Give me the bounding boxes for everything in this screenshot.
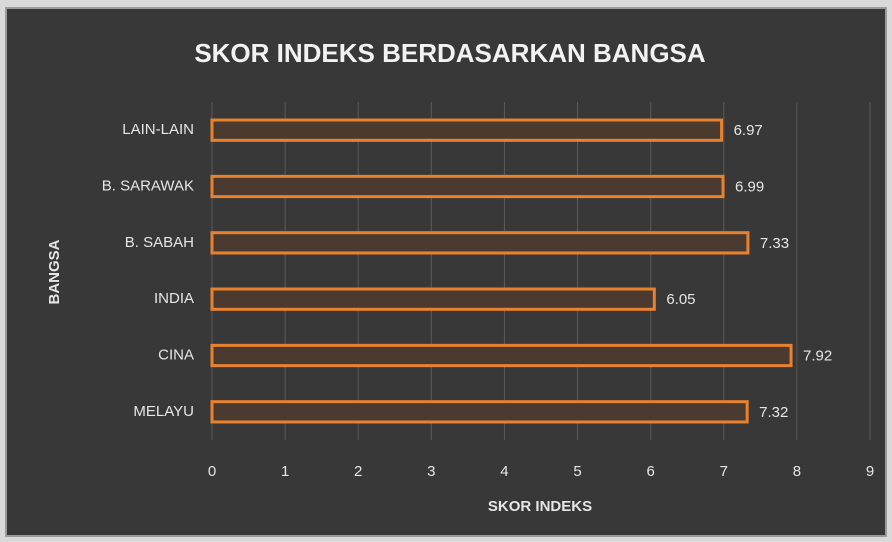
chart-background <box>5 7 887 537</box>
data-label: 7.92 <box>803 347 832 364</box>
bar <box>210 174 725 199</box>
bar <box>210 118 724 142</box>
y-tick-label: INDIA <box>154 290 194 307</box>
x-tick-label: 4 <box>500 463 508 480</box>
data-label: 7.33 <box>760 235 789 252</box>
x-tick-label: 3 <box>427 463 435 480</box>
x-tick-label: 5 <box>573 463 581 480</box>
data-label: 6.97 <box>734 122 763 139</box>
data-label: 7.32 <box>759 404 788 421</box>
y-tick-label: B. SABAH <box>125 234 194 251</box>
bar <box>210 400 749 424</box>
bar <box>210 343 793 368</box>
y-axis-label: BANGSA <box>46 239 63 304</box>
y-tick-label: CINA <box>158 346 194 363</box>
x-tick-label: 9 <box>866 463 874 480</box>
data-label: 6.99 <box>735 178 764 195</box>
x-tick-label: 8 <box>793 463 801 480</box>
bar <box>210 231 750 255</box>
chart-title: SKOR INDEKS BERDASARKAN BANGSA <box>194 38 706 68</box>
x-tick-label: 6 <box>646 463 654 480</box>
x-axis-label: SKOR INDEKS <box>488 498 592 515</box>
y-tick-label: MELAYU <box>133 403 194 420</box>
x-tick-label: 0 <box>208 463 216 480</box>
x-tick-label: 2 <box>354 463 362 480</box>
y-tick-label: LAIN-LAIN <box>122 121 194 138</box>
bar <box>210 287 656 311</box>
x-tick-label: 7 <box>720 463 728 480</box>
y-tick-label: B. SARAWAK <box>102 177 194 194</box>
data-label: 6.05 <box>666 291 695 308</box>
x-tick-label: 1 <box>281 463 289 480</box>
